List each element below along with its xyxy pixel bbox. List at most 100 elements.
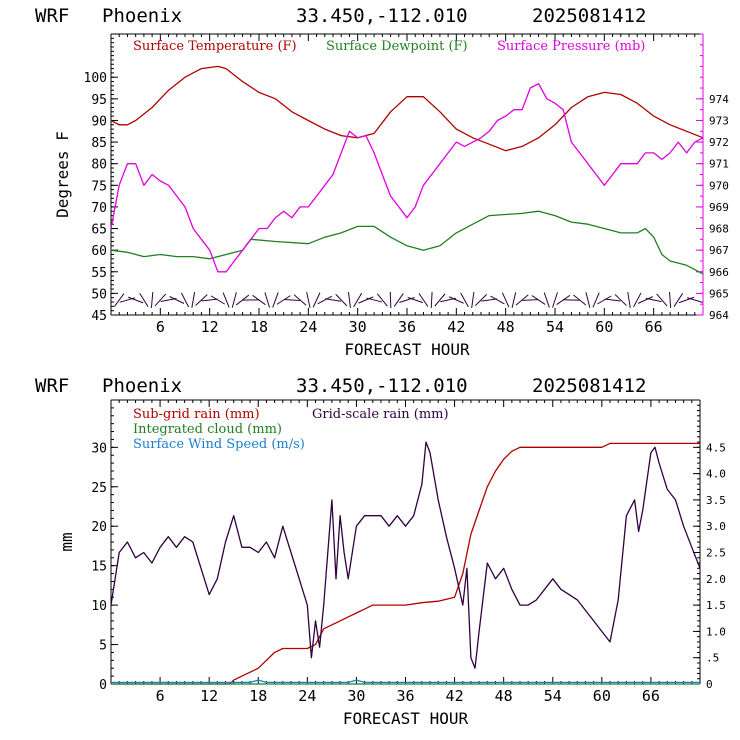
x-tick-label: 66 [645, 318, 663, 336]
x-tick-label: 6 [156, 687, 165, 705]
legend-entry: Surface Dewpoint (F) [326, 39, 468, 54]
wind-barb [656, 293, 668, 307]
panel1-model: WRF [35, 5, 69, 27]
wind-barb [481, 298, 498, 302]
y2-tick-label: 2.0 [706, 573, 726, 586]
wind-barb [114, 293, 125, 307]
wind-barb [673, 293, 684, 307]
legend-entry: Sub-grid rain (mm) [133, 407, 260, 422]
wind-barb [434, 293, 446, 307]
wind-barb [195, 294, 208, 306]
x-tick-label: 54 [544, 687, 562, 705]
wind-barb [306, 292, 311, 308]
y2-tick-label: 4.5 [706, 441, 726, 454]
wind-barb [522, 299, 539, 301]
y-tick-label: 0 [99, 678, 107, 693]
wind-barb [264, 292, 271, 308]
y2-tick-label: 965 [709, 287, 729, 300]
wind-barb [678, 296, 695, 304]
wind-barb [460, 292, 469, 308]
x-tick-label: 48 [495, 687, 513, 705]
x-tick-label: 18 [249, 687, 267, 705]
wind-barb [474, 293, 488, 307]
x-tick-label: 36 [396, 687, 414, 705]
x-tick-label: 30 [349, 318, 367, 336]
panel1-header: WRF Phoenix 33.450,-112.010 2025081412 [35, 5, 646, 27]
x-tick-label: 60 [593, 687, 611, 705]
y2-tick-label: 967 [709, 244, 729, 257]
wind-barb [347, 291, 351, 309]
panel1-location: Phoenix [102, 5, 182, 27]
panel2-header: WRF Phoenix 33.450,-112.010 2025081412 [35, 375, 646, 397]
panel2-chart: 6 12 18 24 30 36 42 48 54 60 66 FORECAST HOUR 0 5 10 15… [57, 399, 726, 728]
series-line [110, 210, 704, 275]
wind-barb [563, 299, 580, 301]
x-tick-label: 30 [347, 687, 365, 705]
wind-barb [430, 291, 433, 309]
wind-barb [389, 291, 392, 309]
y-tick-label: 25 [91, 481, 107, 496]
y2-tick-label: 0 [706, 678, 713, 691]
wind-barb [592, 292, 600, 308]
y-tick-label: 60 [91, 244, 107, 259]
x-tick-label: 48 [497, 318, 515, 336]
wind-barb [585, 292, 591, 308]
y2-tick-label: 972 [709, 136, 729, 149]
x-tick-label: 36 [398, 318, 416, 336]
y2-tick-label: 966 [709, 266, 729, 279]
wind-barb [353, 292, 363, 308]
series-line [111, 442, 700, 685]
legend-entry: Surface Wind Speed (m/s) [133, 437, 305, 452]
wind-barb [201, 298, 218, 302]
wind-barb [272, 292, 279, 308]
legend-entry: Grid-scale rain (mm) [312, 407, 449, 422]
x-tick-label: 54 [546, 318, 564, 336]
y2-tick-label: 4.0 [706, 468, 726, 481]
x-axis-label: FORECAST HOUR [343, 709, 469, 728]
y2-tick-label: 3.5 [706, 494, 726, 507]
wind-barb [317, 295, 333, 305]
y2-tick-label: 969 [709, 201, 729, 214]
y-axis-label: mm [57, 532, 76, 551]
legend-entry: Surface Pressure (mb) [497, 39, 645, 54]
wind-barb [490, 295, 505, 305]
wind-barb [191, 292, 196, 308]
wind-barb [669, 291, 672, 309]
panel1-init-time: 2025081412 [532, 5, 646, 27]
wind-barb [393, 293, 404, 307]
wind-barb [633, 292, 642, 308]
wind-barb [366, 297, 382, 303]
wind-barb [154, 293, 167, 307]
wind-barb [358, 296, 374, 304]
legend-entry: Integrated cloud (mm) [133, 422, 282, 437]
y-tick-label: 85 [91, 136, 107, 151]
wind-barb [335, 293, 348, 307]
wind-barb [531, 295, 546, 305]
y-tick-label: 55 [91, 266, 107, 281]
wind-barb [637, 296, 653, 304]
y-tick-label: 100 [84, 71, 107, 86]
y-tick-label: 65 [91, 223, 107, 238]
y-tick-label: 5 [99, 639, 107, 654]
y2-tick-label: 964 [709, 309, 729, 322]
wind-barb [376, 293, 388, 307]
wind-barb [325, 298, 341, 302]
x-tick-label: 42 [447, 318, 465, 336]
wind-barb [543, 292, 550, 308]
wind-barbs [114, 291, 703, 309]
y2-tick-label: 1.5 [706, 599, 726, 612]
series-line [110, 65, 704, 152]
y-tick-label: 45 [91, 309, 107, 324]
wind-barb [235, 294, 250, 306]
x-tick-label: 42 [446, 687, 464, 705]
wind-barb [448, 296, 464, 304]
series-line [111, 679, 700, 684]
wind-barb [231, 292, 237, 308]
y-tick-label: 30 [91, 441, 107, 456]
wind-barb [511, 292, 517, 308]
wind-barb [645, 297, 662, 303]
y-tick-label: 95 [91, 93, 107, 108]
wind-barb [471, 292, 475, 308]
y2-tick-label: 2.5 [706, 547, 726, 560]
